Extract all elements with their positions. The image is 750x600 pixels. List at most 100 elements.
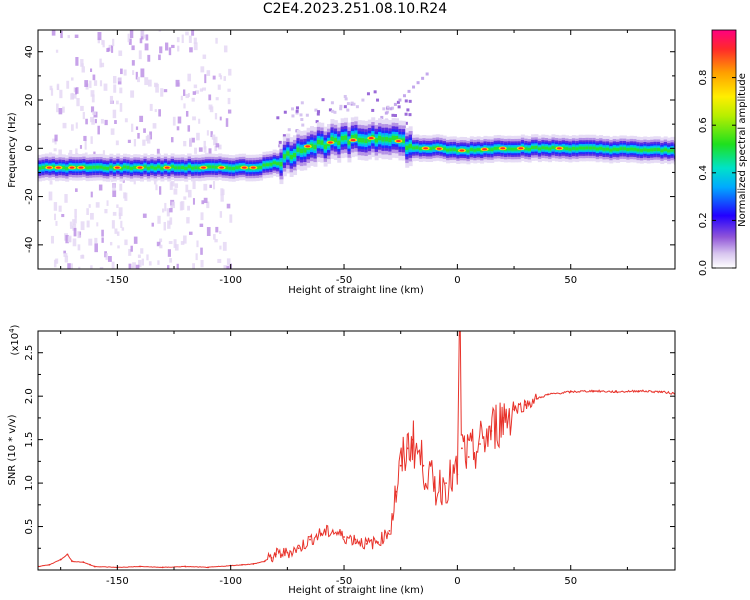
noise-speckle	[102, 150, 106, 158]
noise-speckle	[219, 230, 222, 234]
ridge-band	[490, 148, 495, 152]
noise-speckle	[163, 89, 168, 93]
ridge-band	[316, 139, 321, 145]
ridge-band	[619, 147, 624, 151]
ridge-band	[405, 145, 410, 151]
noise-speckle	[64, 255, 69, 263]
noise-speckle	[137, 76, 140, 83]
noise-speckle	[199, 223, 204, 227]
ridge-band	[265, 163, 270, 167]
noise-speckle	[155, 83, 159, 93]
noise-speckle	[183, 89, 186, 96]
noise-speckle	[159, 46, 163, 54]
noise-speckle	[287, 128, 291, 132]
ridge-band	[303, 148, 308, 153]
ridge-band	[660, 149, 665, 153]
noise-speckle	[130, 90, 135, 98]
noise-speckle	[48, 191, 53, 201]
snr-data-point	[513, 408, 515, 411]
snr-plot-area	[38, 331, 675, 569]
noise-speckle	[421, 76, 425, 80]
snr-data-point	[320, 532, 323, 535]
ridge-band	[643, 148, 648, 152]
noise-speckle	[90, 191, 93, 198]
ridge-band	[418, 147, 423, 151]
noise-speckle	[343, 94, 347, 98]
snr-data-point	[263, 560, 266, 563]
noise-speckle	[91, 118, 95, 125]
noise-speckle	[119, 103, 123, 112]
snr-data-point	[535, 397, 538, 400]
ridge-band	[510, 147, 515, 151]
noise-speckle	[192, 263, 196, 269]
noise-speckle	[176, 37, 180, 43]
snr-data-point	[59, 558, 62, 561]
ridge-band	[89, 166, 94, 170]
noise-speckle	[391, 106, 395, 110]
noise-speckle	[171, 44, 175, 49]
snr-data-point	[331, 529, 334, 532]
noise-speckle	[220, 188, 224, 196]
ridge-band	[85, 166, 90, 170]
noise-speckle	[128, 248, 132, 256]
noise-speckle	[128, 263, 132, 269]
ridge-band	[337, 140, 342, 145]
noise-speckle	[159, 244, 163, 249]
noise-speckle	[114, 120, 117, 124]
noise-speckle	[172, 116, 176, 126]
noise-speckle	[132, 70, 135, 75]
spectrogram-xlabel: Height of straight line (km)	[288, 285, 424, 296]
noise-speckle	[196, 240, 199, 248]
ridge-band	[231, 167, 236, 170]
ridge-band	[157, 165, 162, 169]
noise-speckle	[215, 226, 219, 233]
noise-speckle	[74, 87, 78, 95]
noise-speckle	[139, 38, 143, 44]
noise-speckle	[346, 108, 350, 112]
noise-speckle	[69, 149, 73, 157]
ridge-band	[395, 135, 400, 141]
hot-spot	[368, 137, 374, 140]
noise-speckle	[321, 98, 325, 102]
x-tick-label: 0	[454, 275, 460, 286]
noise-speckle	[67, 237, 72, 243]
noise-speckle	[215, 97, 219, 101]
ridge-band	[191, 166, 196, 170]
ridge-band	[282, 154, 287, 159]
ridge-band	[486, 148, 491, 152]
ridge-band	[561, 146, 566, 150]
y-tick-label: 2.0	[24, 388, 35, 404]
ridge-band	[255, 166, 260, 170]
snr-data-point	[48, 563, 51, 566]
noise-speckle	[213, 138, 216, 146]
noise-speckle	[186, 217, 190, 224]
snr-data-point	[467, 456, 470, 458]
noise-speckle	[187, 205, 190, 211]
noise-speckle	[131, 45, 135, 51]
noise-speckle	[333, 110, 337, 114]
noise-speckle	[168, 47, 172, 56]
noise-speckle	[183, 140, 187, 147]
ridge-band	[656, 148, 661, 152]
snr-data-point	[139, 565, 141, 568]
noise-speckle	[355, 105, 359, 109]
hot-spot	[137, 166, 143, 169]
snr-data-point	[399, 464, 402, 467]
noise-speckle	[131, 123, 134, 132]
noise-speckle	[328, 108, 332, 112]
snr-data-point	[184, 565, 187, 568]
noise-speckle	[173, 188, 178, 195]
noise-speckle	[93, 80, 98, 86]
noise-speckle	[165, 42, 169, 51]
snr-data-point	[82, 561, 85, 564]
ridge-band	[473, 148, 478, 152]
x-tick-label: -100	[219, 275, 242, 286]
noise-speckle	[404, 99, 408, 103]
noise-speckle	[145, 34, 149, 41]
ridge-band	[323, 144, 328, 149]
ridge-band	[228, 166, 233, 170]
noise-speckle	[212, 75, 216, 80]
noise-speckle	[88, 238, 93, 246]
ridge-band	[527, 147, 532, 151]
noise-speckle	[208, 148, 212, 154]
